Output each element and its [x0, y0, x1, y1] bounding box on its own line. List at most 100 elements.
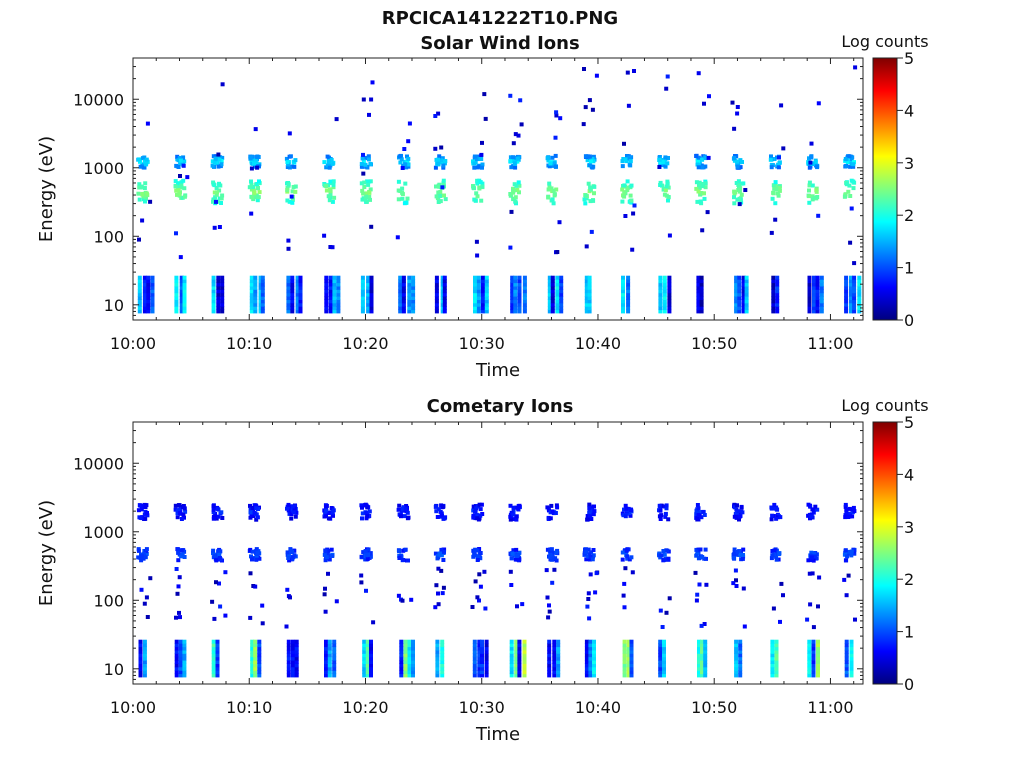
heatmap-cell	[771, 282, 776, 287]
heatmap-cell	[471, 554, 476, 559]
heatmap-cell	[696, 556, 701, 561]
heatmap-cell	[550, 275, 555, 280]
heatmap-cell	[365, 649, 370, 654]
heatmap-cell	[248, 615, 253, 620]
heatmap-cell	[811, 656, 816, 661]
heatmap-cell	[696, 282, 701, 287]
heatmap-cell	[214, 199, 218, 204]
heatmap-cell	[257, 670, 262, 675]
heatmap-cell	[737, 302, 742, 307]
heatmap-cell	[294, 673, 299, 678]
heatmap-cell	[744, 302, 749, 307]
heatmap-cell	[475, 558, 480, 562]
heatmap-cell	[774, 656, 779, 661]
heatmap-cell	[211, 199, 215, 204]
heatmap-cell	[517, 656, 522, 661]
heatmap-cell	[513, 306, 518, 311]
heatmap-cell	[360, 188, 365, 193]
heatmap-cell	[777, 155, 781, 160]
heatmap-cell	[517, 666, 522, 671]
heatmap-cell	[473, 292, 477, 297]
heatmap-cell	[816, 604, 820, 609]
heatmap-cell	[626, 660, 631, 664]
heatmap-cell	[589, 229, 594, 234]
heatmap-cell	[517, 282, 522, 287]
heatmap-cell	[584, 292, 589, 297]
heatmap-cell	[290, 292, 295, 297]
heatmap-cell	[768, 157, 773, 162]
heatmap-cell	[842, 194, 847, 199]
heatmap-cell	[211, 154, 216, 159]
heatmap-cell	[554, 110, 559, 115]
heatmap-cell	[851, 162, 856, 167]
heatmap-cell	[626, 279, 631, 284]
heatmap-cell	[327, 643, 332, 648]
heatmap-cell	[696, 309, 701, 314]
heatmap-cell	[770, 549, 775, 553]
heatmap-cell	[517, 306, 522, 311]
heatmap-cell	[699, 285, 704, 290]
heatmap-cell	[844, 673, 849, 678]
heatmap-cell	[849, 643, 854, 648]
heatmap-cell	[624, 548, 629, 553]
heatmap-cell	[625, 154, 629, 158]
heatmap-cell	[332, 666, 337, 671]
heatmap-cell	[211, 180, 216, 185]
heatmap-cell	[774, 507, 779, 512]
heatmap-cell	[512, 161, 517, 166]
x-tick-label: 11:00	[807, 334, 853, 353]
heatmap-cell	[588, 508, 593, 513]
heatmap-cell	[138, 673, 143, 678]
heatmap-cell	[844, 507, 849, 512]
heatmap-cell	[474, 512, 479, 517]
heatmap-cell	[555, 289, 560, 294]
heatmap-cell	[398, 296, 403, 300]
heatmap-cell	[436, 507, 441, 512]
heatmap-cell	[734, 584, 739, 588]
heatmap-cell	[734, 656, 739, 661]
heatmap-cell	[846, 549, 851, 554]
heatmap-cell	[626, 296, 631, 300]
heatmap-cell	[255, 550, 260, 555]
heatmap-cell	[699, 302, 704, 307]
heatmap-cell	[807, 639, 812, 644]
heatmap-cell	[440, 306, 445, 311]
heatmap-cell	[513, 285, 518, 290]
heatmap-cell	[332, 656, 337, 661]
heatmap-cell	[178, 656, 183, 661]
heatmap-cell	[700, 660, 704, 664]
heatmap-cell	[401, 558, 406, 562]
heatmap-cell	[698, 547, 703, 552]
colorbar-tick-label: 4	[904, 465, 914, 484]
heatmap-cell	[559, 309, 564, 314]
heatmap-cell	[696, 165, 701, 170]
heatmap-cell	[286, 238, 291, 243]
heatmap-cell	[435, 673, 440, 678]
colorbar-tick-label: 1	[904, 259, 914, 278]
heatmap-cell	[442, 296, 447, 300]
heatmap-cell	[471, 504, 476, 509]
heatmap-cell	[253, 158, 258, 163]
heatmap-cell	[665, 181, 670, 186]
heatmap-cell	[584, 302, 589, 307]
heatmap-cell	[622, 507, 626, 512]
heatmap-cell	[583, 201, 588, 206]
heatmap-cell	[360, 302, 365, 307]
heatmap-cell	[286, 309, 291, 314]
heatmap-cell	[144, 196, 148, 201]
heatmap-cell	[284, 624, 289, 629]
heatmap-cell	[848, 164, 853, 169]
heatmap-cell	[588, 557, 592, 562]
heatmap-cell	[250, 195, 255, 200]
heatmap-cell	[174, 231, 178, 236]
heatmap-cell	[555, 505, 560, 510]
heatmap-cell	[180, 505, 185, 509]
heatmap-cell	[741, 292, 746, 297]
heatmap-cell	[436, 200, 441, 204]
heatmap-cell	[844, 510, 849, 515]
heatmap-cell	[510, 551, 515, 556]
heatmap-cell	[554, 558, 559, 563]
heatmap-cell	[287, 131, 292, 136]
heatmap-cell	[290, 282, 295, 287]
heatmap-cell	[477, 656, 482, 661]
